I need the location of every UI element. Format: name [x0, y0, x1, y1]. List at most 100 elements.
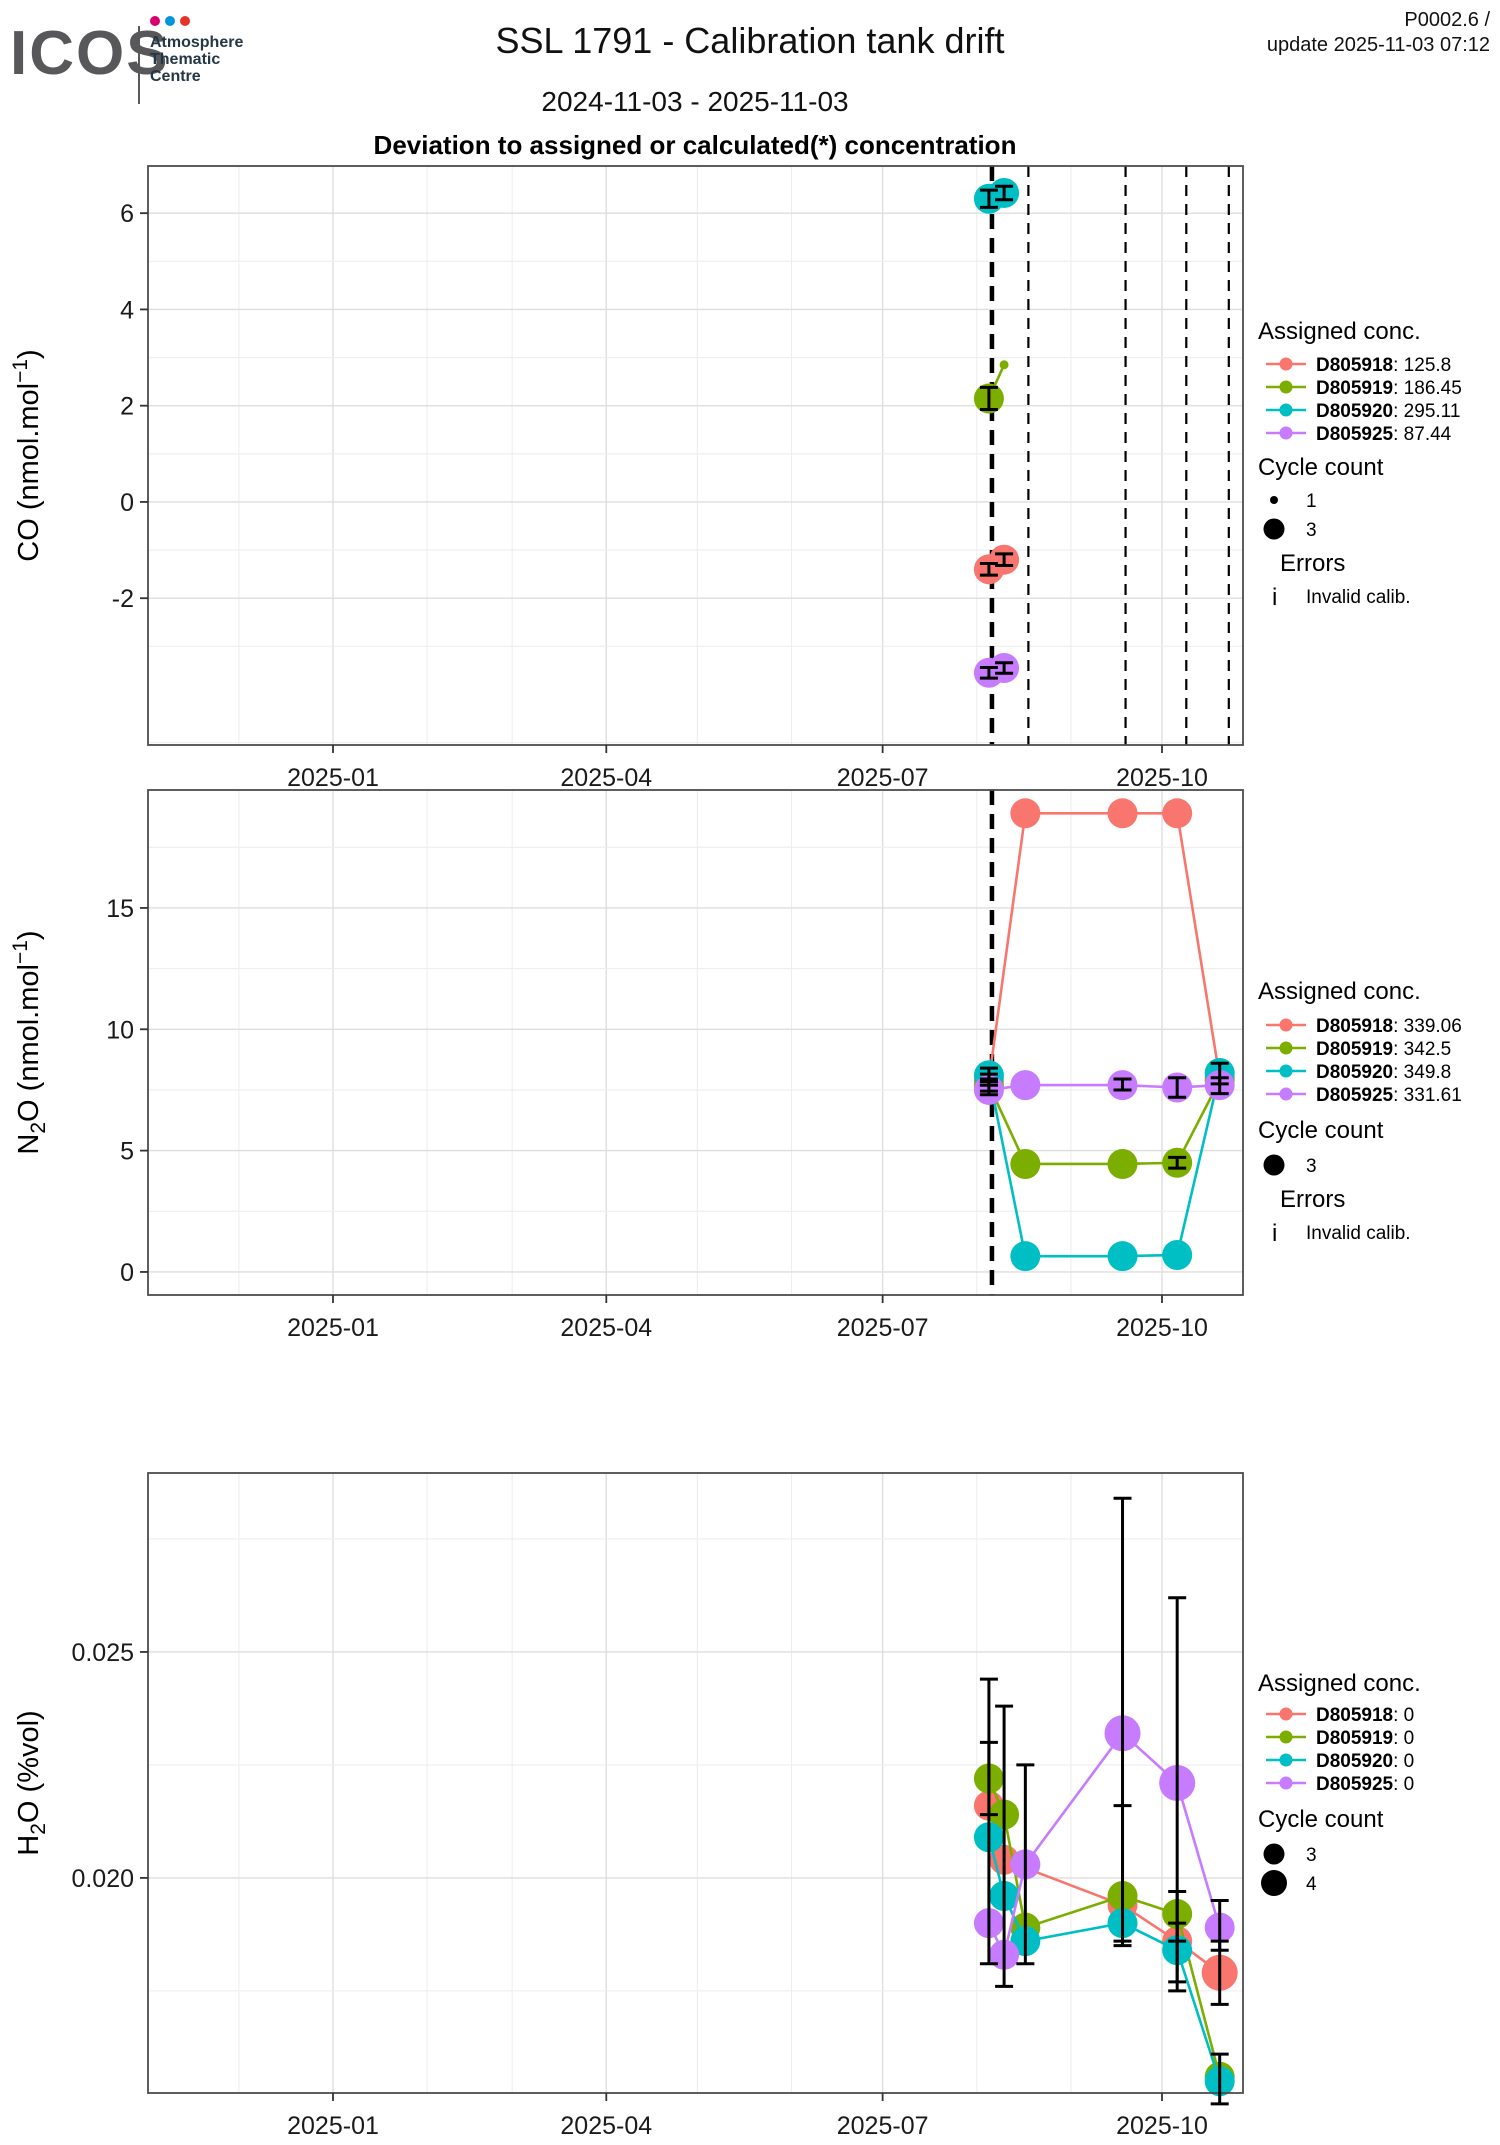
- data-point-D805918: [1010, 798, 1041, 829]
- x-tick-label: 2025-10: [1116, 1314, 1208, 1342]
- legend-key-icon: [1279, 1707, 1293, 1721]
- x-tick-label: 2025-04: [560, 764, 652, 792]
- h2o-drift-panel: 2025-01 2025-04 2025-07 2025-10 0.025 0.020 H2…: [13, 1472, 1244, 2140]
- legend-entry-D805925: D805925: 331.61: [1316, 1085, 1462, 1106]
- cycle-count-label: 1: [1306, 491, 1317, 512]
- legend-key-icon: [1279, 426, 1293, 440]
- legend-entry-D805918: D805918: 125.8: [1316, 355, 1451, 376]
- error-legend-label: Invalid calib.: [1306, 1223, 1411, 1244]
- logo-dots-icon: [150, 16, 190, 26]
- legend-title-cycle-count: Cycle count: [1258, 454, 1384, 481]
- legend-key-icon: [1279, 1087, 1293, 1101]
- error-bars: [979, 1496, 1229, 2106]
- data-point-D805920: [1162, 1239, 1193, 1270]
- y-tick-label: 5: [120, 1138, 134, 1166]
- deviation-heading: Deviation to assigned or calculated(*) c…: [373, 130, 1017, 160]
- cycle-count-label: 3: [1306, 1845, 1317, 1866]
- x-tick-label: 2025-01: [287, 2112, 379, 2140]
- y-tick-label: 2: [120, 393, 134, 421]
- legend-key-icon: [1279, 1041, 1293, 1055]
- page-title: SSL 1791 - Calibration tank drift: [495, 20, 1005, 61]
- y-axis-title: N2O (nmol.mol−1): [9, 930, 50, 1154]
- x-tick-label: 2025-07: [837, 2112, 929, 2140]
- legend-entry-D805920: D805920: 295.11: [1316, 401, 1460, 422]
- version-update-info: P0002.6 / update 2025-11-03 07:12: [1267, 8, 1490, 58]
- legend-key-icon: [1279, 380, 1293, 394]
- error-bars: [979, 184, 1014, 680]
- cycle-count-dot: [1263, 518, 1285, 540]
- logo-dot-1: [150, 16, 160, 26]
- data-point-D805920: [1107, 1241, 1138, 1272]
- version-label: P0002.6 /: [1404, 9, 1490, 31]
- logo-dot-3: [180, 16, 190, 26]
- x-tick-label: 2025-01: [287, 1314, 379, 1342]
- cycle-count-dot: [1263, 1843, 1285, 1865]
- legend-title-errors: Errors: [1280, 550, 1345, 577]
- cycle-count-label: 3: [1306, 520, 1317, 541]
- cycle-count-dot: [1263, 1154, 1285, 1176]
- legend-entry-D805919: D805919: 0: [1316, 1728, 1414, 1749]
- cycle-count-label: 3: [1306, 1156, 1317, 1177]
- cycle-count-dot: [1261, 1870, 1287, 1896]
- legend-title-errors: Errors: [1280, 1186, 1345, 1213]
- error-legend-label: Invalid calib.: [1306, 587, 1411, 608]
- x-tick-label: 2025-04: [560, 1314, 652, 1342]
- legend-key-icon: [1279, 1753, 1293, 1767]
- logo-unit-line3: Centre: [150, 68, 201, 85]
- data-point-D805925: [1010, 1070, 1041, 1101]
- data-point-D805919: [1010, 1148, 1041, 1179]
- y-tick-label: 0: [120, 489, 134, 517]
- n2o-drift-panel: 2025-01 2025-04 2025-07 2025-10 15 10 5 0 N2O (n…: [9, 789, 1244, 1342]
- y-tick-label: 0: [120, 1259, 134, 1287]
- y-tick-label: -2: [112, 585, 134, 613]
- logo-unit-name: Atmosphere Thematic Centre: [150, 34, 243, 85]
- data-point-D805918: [1162, 798, 1193, 829]
- legend-key-icon: [1279, 1730, 1293, 1744]
- cycle-count-label: 4: [1306, 1874, 1317, 1895]
- legend-title-assigned: Assigned conc.: [1258, 318, 1421, 345]
- icos-logo: ICOS: [10, 19, 170, 88]
- legend-entry-D805918: D805918: 339.06: [1316, 1016, 1462, 1037]
- series-line-D805918: [987, 811, 1221, 1081]
- y-tick-label: 10: [106, 1016, 134, 1044]
- data-point-D805919: [1107, 1148, 1138, 1179]
- x-tick-label: 2025-10: [1116, 764, 1208, 792]
- y-axis-title: H2O (%vol): [13, 1710, 50, 1855]
- y-tick-label: 4: [120, 296, 134, 324]
- data-point-D805919: [999, 360, 1009, 370]
- legend-entry-D805925: D805925: 0: [1316, 1774, 1414, 1795]
- legend-key-icon: [1279, 357, 1293, 371]
- x-tick-label: 2025-07: [837, 764, 929, 792]
- x-tick-label: 2025-10: [1116, 2112, 1208, 2140]
- legend-key-icon: [1279, 1064, 1293, 1078]
- x-tick-label: 2025-07: [837, 1314, 929, 1342]
- logo-dot-2: [165, 16, 175, 26]
- legend-title-assigned: Assigned conc.: [1258, 978, 1421, 1005]
- invalid-calib-icon: i: [1272, 584, 1277, 611]
- x-tick-label: 2025-01: [287, 764, 379, 792]
- logo-unit-line2: Thematic: [150, 51, 221, 68]
- invalid-calib-icon: i: [1272, 1220, 1277, 1247]
- legend-title-assigned: Assigned conc.: [1258, 1670, 1421, 1697]
- y-tick-label: 15: [106, 895, 134, 923]
- legend-entry-D805925: D805925: 87.44: [1316, 424, 1452, 445]
- y-tick-label: 0.020: [71, 1865, 134, 1893]
- logo-unit-line1: Atmosphere: [150, 34, 244, 51]
- legend-key-icon: [1279, 1018, 1293, 1032]
- legend-entry-D805920: D805920: 0: [1316, 1751, 1414, 1772]
- legend-entry-D805919: D805919: 186.45: [1316, 378, 1462, 399]
- co-drift-panel: 2025-01 2025-04 2025-07 2025-10 6 4 2 0 -2 CO (nm…: [9, 165, 1244, 792]
- y-axis-title: CO (nmol.mol−1): [9, 349, 45, 561]
- legend-entry-D805919: D805919: 342.5: [1316, 1039, 1451, 1060]
- data-point-D805920: [1010, 1241, 1041, 1272]
- legend-entry-D805918: D805918: 0: [1316, 1705, 1414, 1726]
- legend-entry-D805920: D805920: 349.8: [1316, 1062, 1451, 1083]
- legend-key-icon: [1279, 403, 1293, 417]
- y-tick-label: 0.025: [71, 1639, 134, 1667]
- legend-title-cycle-count: Cycle count: [1258, 1117, 1384, 1144]
- cycle-count-dot: [1270, 496, 1278, 504]
